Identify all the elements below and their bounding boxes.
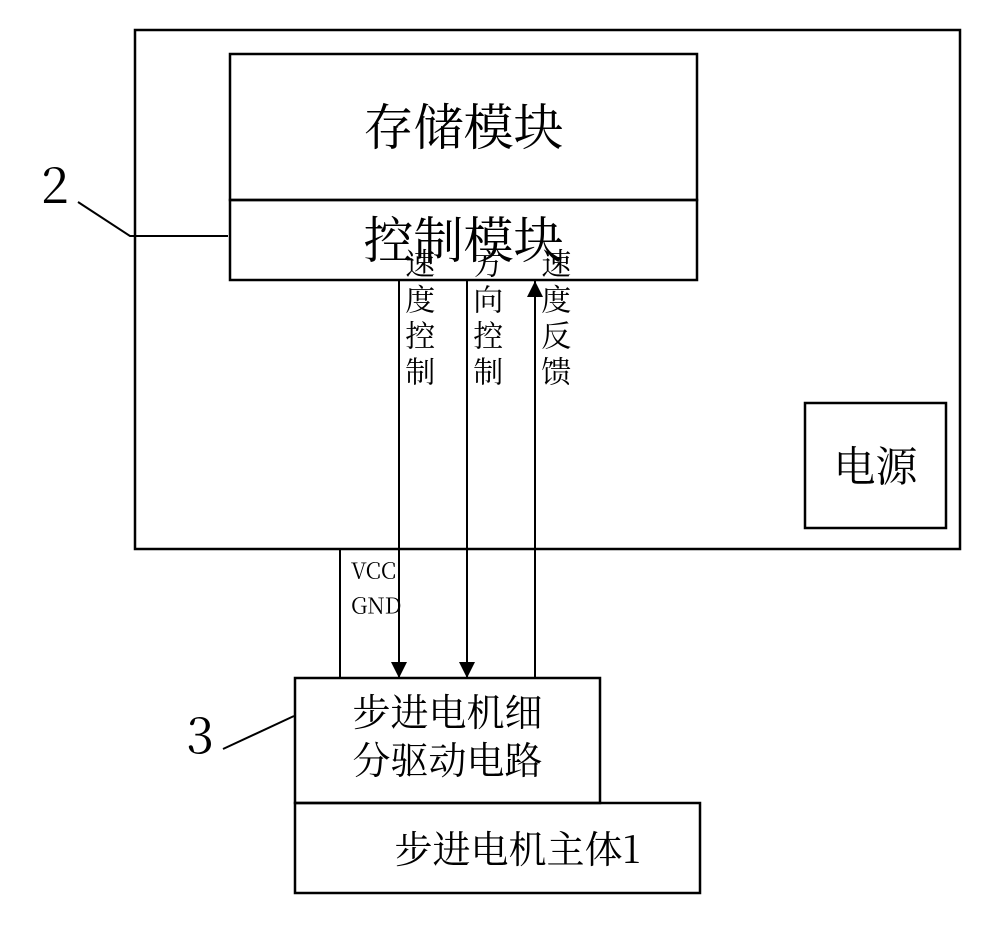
vcc-label: VCC: [351, 555, 396, 586]
callout-3-label: 3: [186, 696, 214, 768]
driver-label-1: 步进电机细: [352, 682, 542, 737]
callout-2-label: 2: [41, 146, 69, 218]
speed_ctrl-label: 速度控制: [398, 248, 442, 392]
storage-label: 存储模块: [364, 88, 564, 160]
dir_ctrl-label: 方向控制: [466, 248, 510, 392]
speed_fb-label: 速度反馈: [534, 248, 578, 392]
gnd-label: GND: [351, 590, 402, 621]
motor-label: 步进电机主体1: [395, 819, 641, 874]
power-label: 电源: [833, 434, 918, 494]
driver-label-2: 分驱动电路: [352, 730, 542, 785]
